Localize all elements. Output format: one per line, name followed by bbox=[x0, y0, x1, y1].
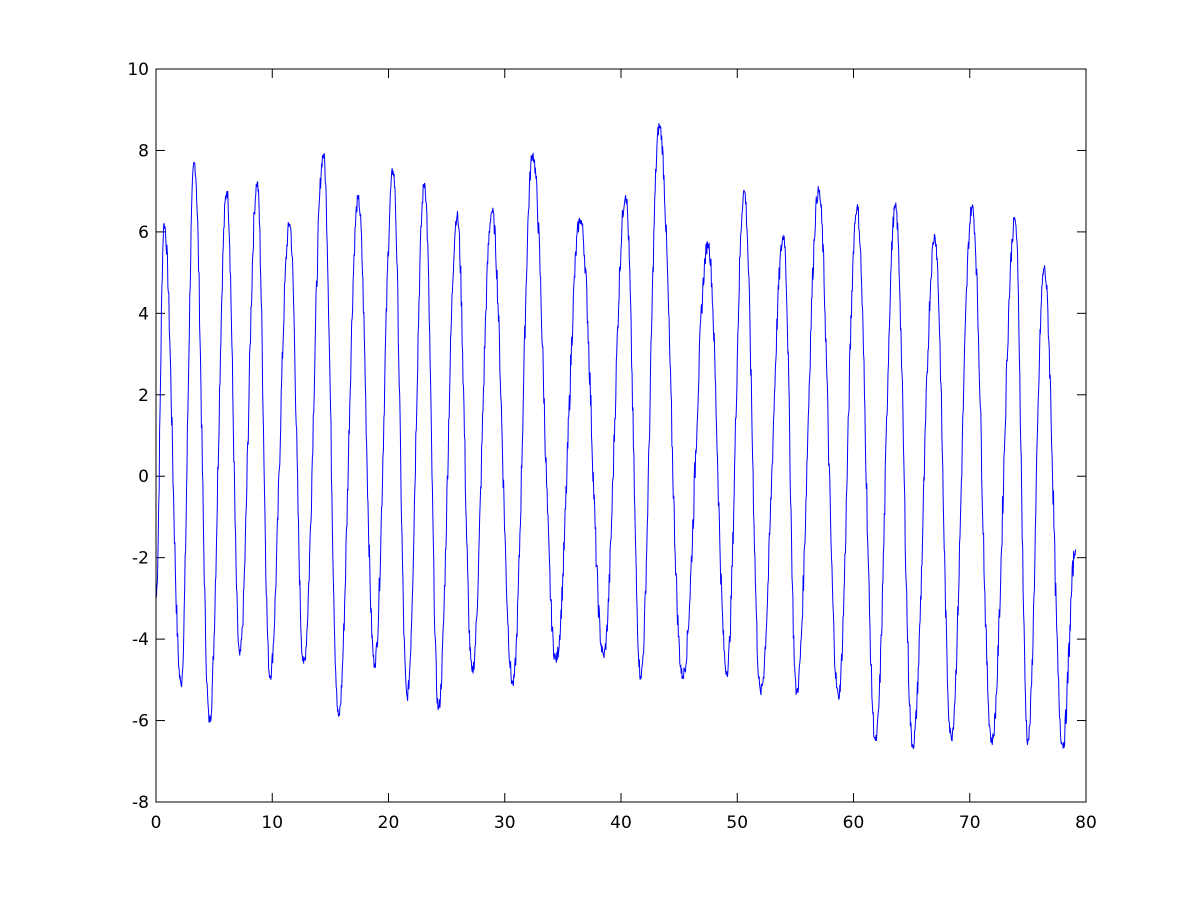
y-tick-label: -4 bbox=[132, 630, 149, 650]
plot-frame bbox=[155, 68, 1087, 803]
y-tick-label: 10 bbox=[127, 60, 149, 80]
x-tick-label: 30 bbox=[494, 813, 516, 833]
y-tick-label: -6 bbox=[132, 712, 149, 732]
x-tick-label: 10 bbox=[261, 813, 283, 833]
y-tick-label: 4 bbox=[138, 304, 149, 324]
x-tick-label: 70 bbox=[959, 813, 981, 833]
y-tick-label: 0 bbox=[138, 467, 149, 487]
y-tick-label: 6 bbox=[138, 223, 149, 243]
y-tick-label: -2 bbox=[132, 549, 149, 569]
x-tick-label: 40 bbox=[610, 813, 632, 833]
y-tick-label: 2 bbox=[138, 386, 149, 406]
y-tick-label: 8 bbox=[138, 141, 149, 161]
x-tick-label: 80 bbox=[1075, 813, 1097, 833]
y-tick-label: -8 bbox=[132, 793, 149, 813]
x-tick-label: 50 bbox=[726, 813, 748, 833]
series-line bbox=[155, 123, 1076, 750]
x-tick-label: 0 bbox=[151, 813, 162, 833]
x-tick-label: 60 bbox=[843, 813, 865, 833]
x-tick-label: 20 bbox=[378, 813, 400, 833]
